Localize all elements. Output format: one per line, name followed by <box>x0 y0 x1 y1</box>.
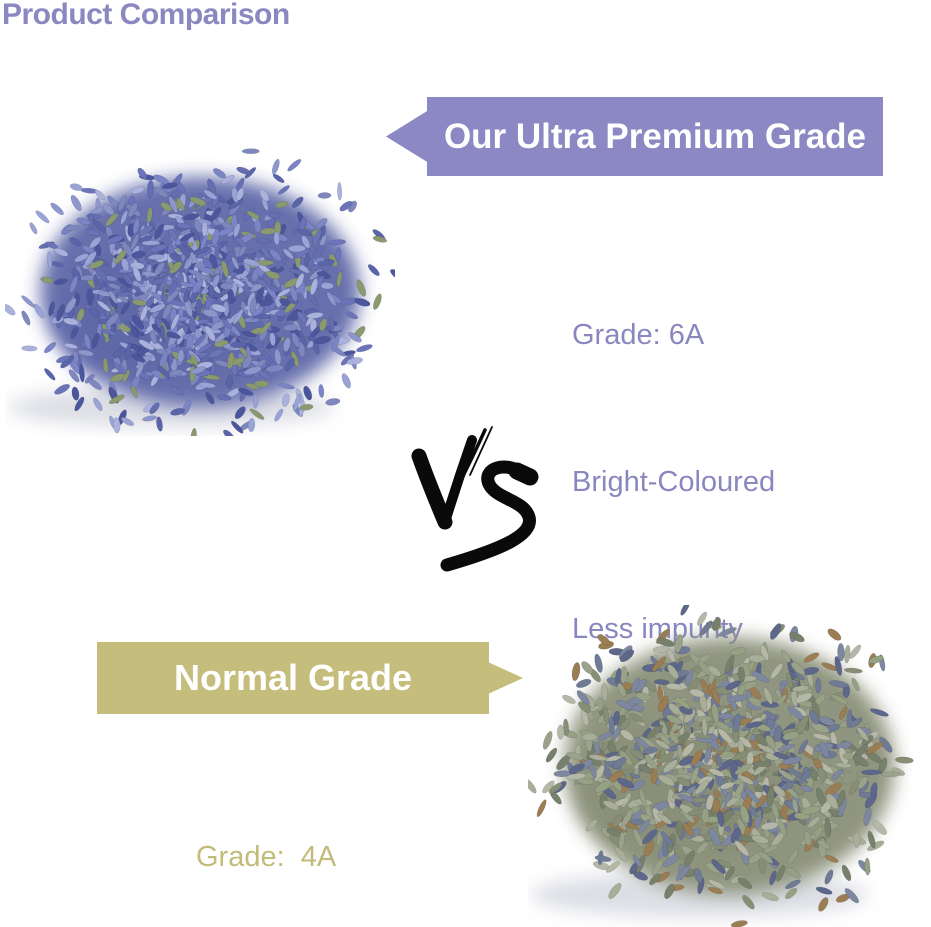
normal-banner: Normal Grade <box>97 642 523 714</box>
vs-divider: VS <box>405 418 555 578</box>
feature-item: Bright-Coloured <box>572 466 776 498</box>
feature-item: Grade: 4A <box>196 841 337 873</box>
banner-arrow-right-icon <box>488 662 523 694</box>
premium-banner: Our Ultra Premium Grade <box>386 97 883 176</box>
premium-lavender-photo <box>5 148 395 436</box>
vs-brush-icon <box>411 426 539 572</box>
normal-lavender-photo <box>528 605 931 927</box>
page-title: Product Comparison <box>2 0 290 31</box>
normal-feature-list: Grade: 4A Grey Colour Lot of impurity Sh… <box>196 735 406 927</box>
normal-banner-label: Normal Grade <box>173 657 413 698</box>
feature-item: Grade: 6A <box>572 319 705 351</box>
premium-banner-label: Our Ultra Premium Grade <box>443 116 867 156</box>
